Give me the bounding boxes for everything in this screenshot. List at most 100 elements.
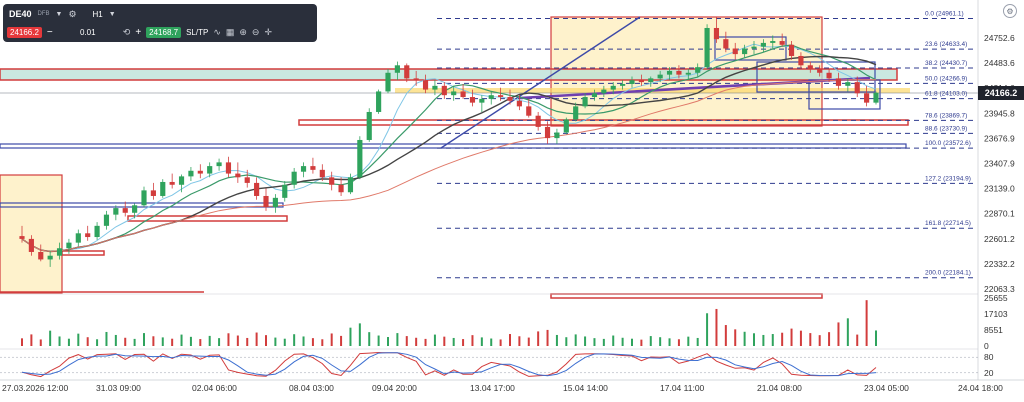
increase-button[interactable]: + <box>135 27 142 38</box>
candle-body <box>28 238 34 252</box>
candle-body <box>845 82 851 86</box>
price-tick-label: 22870.1 <box>984 209 1015 219</box>
zones-layer <box>0 16 978 299</box>
time-tick-label: 24.04 18:00 <box>958 383 1003 393</box>
candle-body <box>38 251 44 260</box>
settings-icon[interactable]: ⚙ <box>1003 4 1017 18</box>
quantity-field[interactable]: 0.01 <box>79 28 96 37</box>
symbol-label[interactable]: DE40 <box>9 9 32 19</box>
time-tick-label: 15.04 14:00 <box>563 383 608 393</box>
volume-bar <box>574 334 577 346</box>
volume-bar <box>828 332 831 346</box>
candle-body <box>516 100 522 107</box>
volume-bar <box>67 338 70 346</box>
candle-body <box>826 72 832 79</box>
indicator-icon[interactable]: ∿ <box>213 27 221 37</box>
volume-bar <box>114 334 117 346</box>
volume-tick-label: 0 <box>984 341 989 351</box>
volume-bar <box>687 336 690 346</box>
volume-bar <box>302 336 305 346</box>
candle-body <box>94 225 100 238</box>
candle-body <box>788 44 795 56</box>
volume-bar <box>143 333 145 346</box>
volume-bar <box>349 327 352 346</box>
volume-bar <box>790 328 793 346</box>
volume-bar <box>227 333 230 346</box>
candle-body <box>319 169 325 178</box>
crosshair-icon[interactable]: ✛ <box>264 27 273 37</box>
candle-body <box>760 42 766 47</box>
candle-body <box>347 177 354 193</box>
price-tick-label: 23676.9 <box>984 133 1015 143</box>
trend-line-rising <box>440 16 641 149</box>
candle-body <box>413 78 419 81</box>
candle-body <box>422 80 429 90</box>
volume-bar <box>443 336 446 346</box>
volume-tick-label: 17103 <box>984 309 1008 319</box>
candle-body <box>573 106 579 120</box>
candle-body <box>817 69 823 73</box>
candle-body <box>469 97 476 103</box>
candle-body <box>66 242 72 249</box>
candle-body <box>695 67 701 73</box>
volume-bar <box>518 336 521 346</box>
volume-tick-label: 8551 <box>984 325 1003 335</box>
candle-body <box>225 162 232 174</box>
support-zone-far-left <box>61 250 105 256</box>
candle-body <box>610 85 616 90</box>
time-tick-label: 02.04 06:00 <box>192 383 237 393</box>
candle-body <box>657 74 663 79</box>
timeframe-chevron-icon[interactable]: ▼ <box>108 10 116 18</box>
candle-body <box>676 70 682 75</box>
volume-bar <box>649 336 652 346</box>
reset-icon[interactable]: ⟲ <box>122 27 131 37</box>
candle-body <box>244 177 250 183</box>
volume-bar <box>208 335 211 346</box>
candle-body <box>132 205 138 213</box>
candle-body <box>188 170 194 177</box>
fib-level-label: 50.0 (24266.9) <box>925 75 967 82</box>
decrease-button[interactable]: − <box>46 27 53 38</box>
volume-bar <box>283 338 286 346</box>
blue-box-mid <box>756 61 876 93</box>
volume-bar <box>358 323 361 346</box>
fib-level-label: 88.6 (23730.9) <box>925 125 967 132</box>
candle-body <box>178 176 185 185</box>
candle-body <box>282 184 288 198</box>
buy-button[interactable]: 24168.7 <box>146 27 182 38</box>
candle-body <box>263 195 269 208</box>
oscillator-panel: 80 20 <box>0 348 994 378</box>
candle-body <box>75 233 81 243</box>
volume-bar <box>58 336 61 346</box>
candle-body <box>798 55 804 66</box>
oscillator-line <box>21 352 877 377</box>
fib-level-label: 161.8 (22714.5) <box>925 220 971 227</box>
candle-body <box>479 98 485 103</box>
candle-body <box>751 46 757 49</box>
candle-body <box>357 139 363 178</box>
candle-body <box>460 91 466 98</box>
volume-bar <box>837 322 840 346</box>
volume-bar <box>781 332 784 346</box>
chevron-down-icon[interactable]: ▼ <box>55 10 63 18</box>
candle-body <box>404 65 410 79</box>
candle-body <box>713 27 720 40</box>
volume-bar <box>640 339 643 346</box>
gear-icon[interactable]: ⚙ <box>68 8 77 19</box>
grid-icon[interactable]: ▦ <box>225 27 235 37</box>
volume-bar <box>846 318 849 346</box>
candle-body <box>779 41 785 45</box>
volume-bar <box>509 334 511 346</box>
candle-body <box>376 91 382 112</box>
volume-bar <box>433 334 436 346</box>
sl-tp-button[interactable]: SL/TP <box>186 28 209 37</box>
candles-layer <box>19 16 879 267</box>
volume-bar <box>133 338 136 346</box>
zoom-out-icon[interactable]: ⊖ <box>251 27 260 37</box>
candle-body <box>385 72 391 92</box>
zoom-in-icon[interactable]: ⊕ <box>239 27 247 37</box>
sell-button[interactable]: 24166.2 <box>7 27 42 38</box>
timeframe-select[interactable]: H1 <box>92 9 103 19</box>
candle-body <box>113 208 119 215</box>
